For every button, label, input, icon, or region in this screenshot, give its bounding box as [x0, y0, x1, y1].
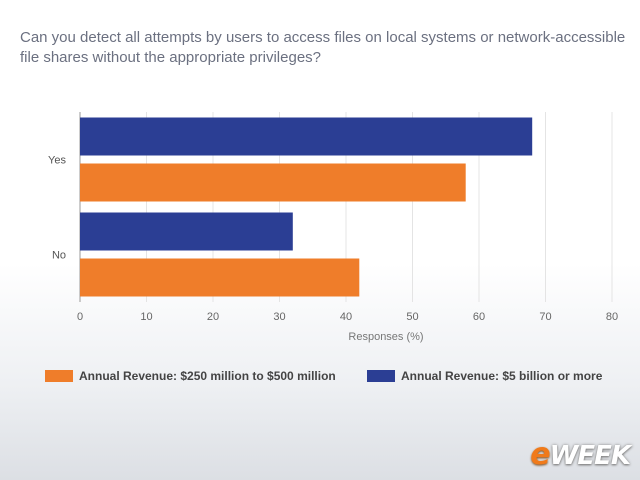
legend-label: Annual Revenue: $250 million to $500 mil…	[79, 369, 336, 383]
legend: Annual Revenue: $250 million to $500 mil…	[0, 368, 640, 384]
x-tick-label: 70	[539, 311, 551, 323]
x-tick-label: 30	[273, 311, 285, 323]
bar-chart: Yes No 0 10 20 30 40 50 60 70 80 Responses (%)	[48, 112, 618, 343]
x-tick-label: 60	[473, 311, 485, 323]
x-tick-label: 20	[207, 311, 219, 323]
legend-swatch	[367, 370, 395, 382]
category-label-no: No	[52, 250, 66, 262]
x-tick-label: 80	[606, 311, 618, 323]
eweek-logo: eWEEK	[530, 437, 631, 472]
x-tick-label: 10	[140, 311, 152, 323]
legend-label: Annual Revenue: $5 billion or more	[401, 369, 603, 383]
bar-no-series-1	[80, 258, 360, 297]
bar-yes-series-0	[80, 117, 533, 156]
legend-item: Annual Revenue: $5 billion or more	[367, 368, 602, 384]
question-title: Can you detect all attempts by users to …	[20, 29, 626, 66]
legend-item: Annual Revenue: $250 million to $500 mil…	[45, 368, 336, 384]
x-tick-label: 0	[77, 311, 83, 323]
bar-yes-series-1	[80, 163, 466, 202]
bar-no-series-0	[80, 212, 293, 251]
x-tick-label: 40	[340, 311, 352, 323]
x-tick-label: 50	[406, 311, 418, 323]
category-label-yes: Yes	[48, 155, 66, 167]
x-axis-label: Responses (%)	[348, 331, 423, 343]
legend-swatch	[45, 370, 73, 382]
